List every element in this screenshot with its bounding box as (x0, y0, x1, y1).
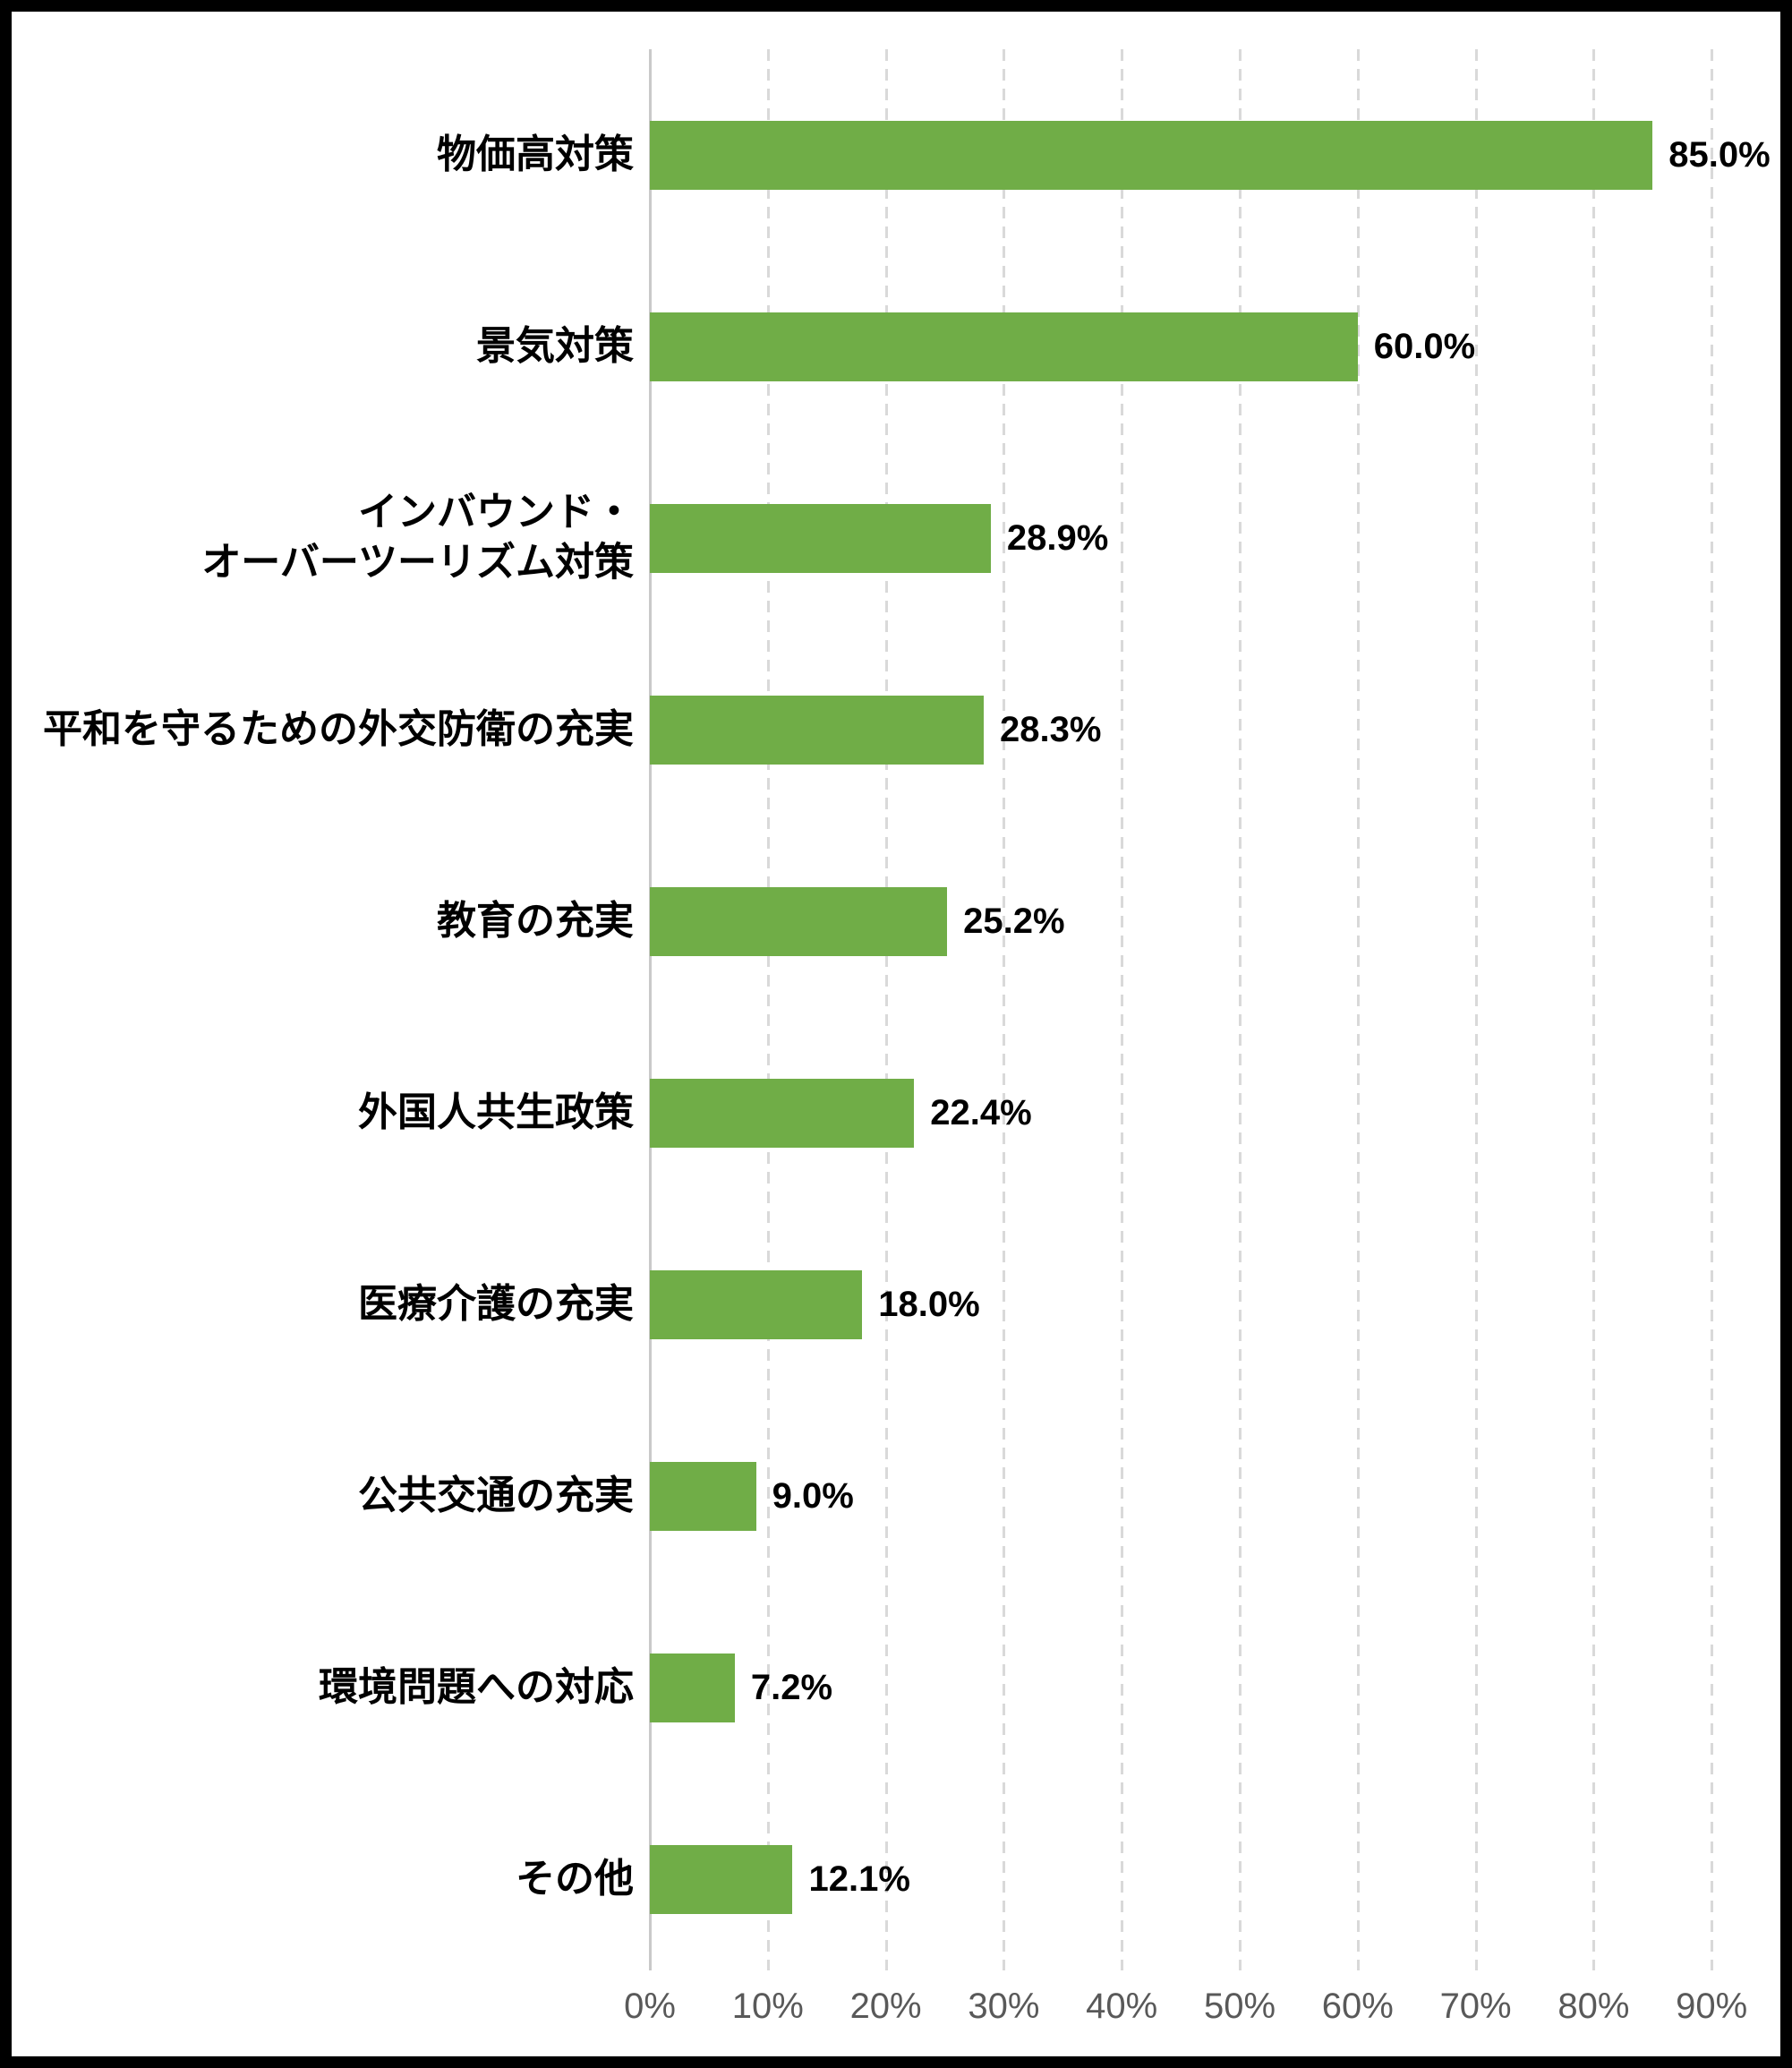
value-label: 18.0% (878, 1284, 980, 1324)
chart-row: 環境問題への対応 7.2% (319, 1592, 1780, 1783)
bar (650, 312, 1358, 381)
value-label: 7.2% (750, 1667, 833, 1707)
x-tick-label: 10% (731, 1987, 804, 2026)
value-label: 22.4% (930, 1092, 1032, 1132)
category-label: その他 (516, 1856, 634, 1901)
gridline-70% (1474, 49, 1478, 1970)
gridline-20% (884, 49, 888, 1970)
bar (650, 503, 991, 573)
bar (650, 1653, 735, 1722)
gridline-80% (1592, 49, 1596, 1970)
chart-canvas: 物価高対策 85.0% 景気対策 60.0% インバウンド・ オーバーツーリズム対策 28… (12, 12, 1780, 2056)
bar (650, 1078, 915, 1148)
value-label: 9.0% (772, 1475, 854, 1516)
chart-row: 外国人共生政策 22.4% (358, 1017, 1780, 1209)
x-tick-label: 20% (849, 1987, 922, 2026)
value-label: 28.9% (1006, 517, 1109, 558)
x-tick-label: 90% (1676, 1987, 1748, 2026)
plot-area: 物価高対策 85.0% 景気対策 60.0% インバウンド・ オーバーツーリズム対策 28… (43, 49, 1780, 1970)
gridline-30% (1003, 49, 1006, 1970)
gridline-90% (1711, 49, 1714, 1970)
bar (650, 695, 984, 765)
bar (650, 1844, 793, 1914)
gridline-50% (1239, 49, 1242, 1970)
gridline-60% (1356, 49, 1360, 1970)
category-label: 物価高対策 (437, 132, 634, 176)
category-label: 景気対策 (476, 323, 634, 368)
gridline-40% (1121, 49, 1124, 1970)
chart-row: 公共交通の充実 9.0% (358, 1400, 1780, 1592)
category-label: 教育の充実 (437, 898, 634, 943)
x-tick-label: 70% (1439, 1987, 1512, 2026)
category-label: 外国人共生政策 (358, 1090, 634, 1134)
value-label: 12.1% (808, 1859, 910, 1899)
value-label: 28.3% (999, 709, 1102, 749)
chart-row: 平和を守るための外交防衛の充実 28.3% (43, 634, 1780, 825)
x-axis-ticks: 0% 10% 20% 30% 40% 50% 60% 70% 80% 90% (12, 1987, 1780, 2040)
x-tick-label: 80% (1557, 1987, 1630, 2026)
category-label: 環境問題への対応 (319, 1664, 634, 1709)
category-label: 平和を守るための外交防衛の充実 (43, 706, 634, 751)
x-tick-label: 30% (968, 1987, 1040, 2026)
value-label: 85.0% (1668, 134, 1771, 175)
bar-rows-container: 物価高対策 85.0% 景気対策 60.0% インバウンド・ オーバーツーリズム対策 28… (43, 59, 1780, 1975)
chart-row: 景気対策 60.0% (476, 251, 1780, 442)
category-label: インバウンド・ オーバーツーリズム対策 (201, 490, 634, 585)
bar (650, 886, 948, 956)
y-axis-line (649, 49, 652, 1970)
value-label: 25.2% (963, 901, 1065, 941)
chart-row: 医療介護の充実 18.0% (358, 1209, 1780, 1400)
chart-row: 教育の充実 25.2% (437, 825, 1780, 1017)
bar (650, 120, 1653, 190)
category-label: 医療介護の充実 (358, 1281, 634, 1326)
x-tick-label: 0% (624, 1987, 676, 2026)
value-label: 60.0% (1373, 326, 1476, 366)
category-label: 公共交通の充実 (358, 1473, 634, 1517)
x-tick-label: 40% (1086, 1987, 1158, 2026)
chart-row: インバウンド・ オーバーツーリズム対策 28.9% (201, 442, 1780, 634)
chart-row: その他 12.1% (516, 1783, 1780, 1975)
x-tick-label: 50% (1203, 1987, 1276, 2026)
bar (650, 1269, 863, 1339)
chart-row: 物価高対策 85.0% (437, 59, 1780, 251)
gridline-10% (766, 49, 770, 1970)
bar (650, 1461, 756, 1531)
x-tick-label: 60% (1321, 1987, 1394, 2026)
